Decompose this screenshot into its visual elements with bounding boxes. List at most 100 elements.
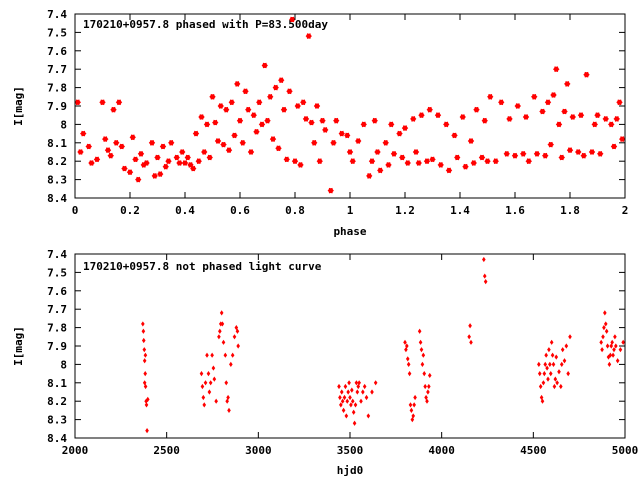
unphased-data-point [405, 343, 409, 349]
unphased-data-point [537, 361, 541, 367]
unphased-data-point [144, 398, 148, 404]
unphased-x-tick-label: 4500 [520, 444, 547, 457]
phased-data-point [313, 103, 321, 109]
phased-data-point [184, 154, 191, 161]
phased-data-point [173, 154, 180, 161]
unphased-data-point [230, 352, 235, 358]
unphased-data-point [232, 334, 237, 340]
phased-data-point [316, 158, 323, 164]
phased-data-point [385, 162, 392, 168]
unphased-data-point [608, 352, 613, 358]
phased-data-point [322, 127, 329, 133]
unphased-data-point [223, 352, 228, 358]
unphased-data-point [409, 407, 414, 413]
unphased-data-points [141, 256, 625, 434]
unphased-data-point [423, 383, 427, 390]
unphased-data-point [419, 347, 424, 353]
unphased-data-point [227, 407, 231, 413]
unphased-data-point [220, 321, 225, 327]
unphased-data-point [142, 358, 147, 364]
phased-data-point [390, 151, 398, 157]
phased-data-point [250, 112, 257, 118]
unphased-data-point [540, 398, 545, 404]
unphased-data-point [559, 361, 564, 367]
unphased-data-point [221, 339, 226, 345]
phased-data-point [374, 149, 381, 155]
unphased-y-tick-label: 7.5 [47, 266, 67, 279]
phased-data-point [616, 99, 623, 106]
phased-data-point [74, 99, 81, 106]
unphased-data-point [568, 334, 572, 340]
phased-data-point [154, 154, 161, 161]
unphased-data-point [373, 380, 378, 386]
unphased-data-point [141, 337, 146, 344]
unphased-data-point [141, 328, 146, 334]
unphased-data-point [403, 339, 407, 345]
phased-y-tick-label: 7.6 [47, 45, 67, 58]
unphased-data-point [142, 380, 147, 386]
unphased-data-point [145, 396, 150, 402]
unphased-y-tick-label: 8.1 [47, 377, 67, 390]
phased-data-point [481, 117, 488, 124]
phased-data-point [242, 88, 249, 95]
unphased-data-point [560, 347, 565, 353]
unphased-y-tick-label: 7.7 [47, 303, 67, 316]
unphased-data-point [218, 328, 222, 334]
unphased-data-point [352, 420, 357, 426]
unphased-data-point [411, 413, 416, 419]
phased-data-point [484, 158, 491, 164]
unphased-data-point [347, 380, 351, 386]
phased-x-tick-label: 1.8 [560, 204, 580, 217]
unphased-data-point [544, 352, 548, 358]
unphased-data-point [370, 389, 374, 395]
unphased-data-point [539, 394, 544, 401]
phased-data-point [451, 132, 458, 139]
unphased-data-point [427, 372, 432, 379]
phased-data-point [547, 141, 554, 148]
phased-data-point [126, 169, 134, 175]
unphased-data-point [427, 383, 431, 390]
unphased-y-axis-title: I[mag] [12, 326, 25, 366]
phased-data-point [220, 141, 227, 148]
unphased-data-point [342, 394, 347, 401]
phased-data-point [404, 160, 411, 166]
phased-data-point [245, 106, 252, 113]
phased-data-point [269, 136, 277, 142]
phased-x-tick-label: 0.4 [175, 204, 195, 217]
phased-data-point [443, 121, 450, 128]
unphased-y-tick-label: 8 [60, 358, 67, 371]
unphased-data-point [366, 413, 371, 419]
unphased-data-point [348, 394, 352, 401]
phased-data-point [289, 16, 296, 23]
phased-data-point [349, 158, 356, 164]
phased-data-point [300, 99, 307, 106]
phased-y-tick-label: 8.4 [47, 192, 67, 205]
unphased-data-point [341, 407, 346, 413]
unphased-data-point [200, 383, 205, 390]
phased-data-point [319, 117, 326, 124]
phased-data-point [159, 143, 167, 150]
phased-data-point [275, 145, 282, 152]
unphased-data-point [224, 380, 229, 386]
phased-data-point [399, 154, 406, 161]
unphased-data-point [566, 371, 570, 377]
unphased-data-point [199, 371, 204, 377]
phased-data-point [132, 156, 139, 163]
phased-data-point [77, 149, 84, 155]
unphased-x-tick-label: 3500 [337, 444, 364, 457]
unphased-data-point [205, 352, 209, 358]
phased-data-point [561, 108, 568, 115]
unphased-data-point [467, 334, 471, 340]
phased-data-point [302, 116, 310, 122]
phased-data-point [110, 106, 117, 113]
phased-data-point [157, 171, 164, 177]
phased-data-point [256, 99, 263, 106]
phased-data-point [434, 112, 442, 118]
phased-x-tick-label: 2 [622, 204, 629, 217]
unphased-data-point [350, 398, 355, 404]
phased-data-point [445, 167, 453, 174]
unphased-data-point [210, 352, 214, 358]
phased-data-point [129, 134, 136, 141]
unphased-x-tick-label: 2500 [153, 444, 180, 457]
phased-data-point [558, 154, 565, 161]
